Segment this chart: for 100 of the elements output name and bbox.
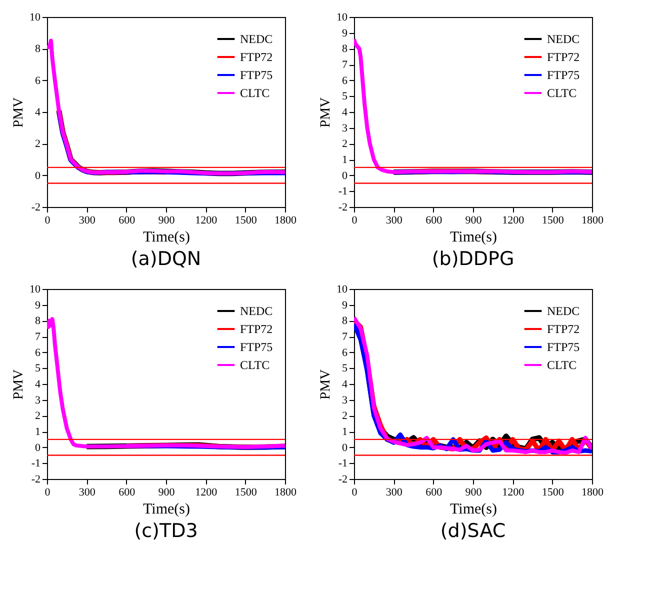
- y-tick-label: 7: [342, 331, 348, 343]
- y-tick-label: 6: [342, 346, 348, 359]
- y-tick-label: 2: [342, 138, 348, 150]
- x-tick-label: 0: [352, 486, 358, 498]
- x-tick-label: 1500: [542, 486, 564, 498]
- x-tick-label: 1800: [582, 486, 604, 498]
- y-tick-label: 9: [342, 299, 348, 312]
- y-tick-label: 10: [30, 284, 41, 296]
- text: (b)DDPG: [432, 248, 514, 270]
- x-tick-label: 600: [118, 214, 136, 226]
- y-tick-label: 3: [35, 394, 41, 406]
- x-tick-label: 600: [426, 486, 443, 498]
- y-tick-label: 1: [342, 426, 348, 438]
- x-tick-label: 1800: [582, 214, 604, 226]
- y-axis-title: PMV: [318, 369, 334, 400]
- y-axis-title: PMV: [318, 97, 334, 128]
- y-tick-label: 7: [35, 331, 41, 343]
- y-tick-label: 9: [342, 27, 348, 40]
- y-tick-label: 2: [342, 410, 348, 422]
- x-tick-label: 1200: [195, 486, 218, 498]
- legend-label: FTP72: [547, 50, 580, 64]
- y-tick-label: 4: [342, 378, 348, 390]
- x-axis-title: Time(s): [143, 230, 190, 246]
- y-tick-label: 2: [35, 138, 40, 150]
- y-tick-label: -2: [338, 474, 348, 486]
- y-tick-label: 1: [35, 426, 40, 438]
- x-axis-title: Time(s): [143, 502, 190, 518]
- text: (d)SAC: [440, 520, 506, 542]
- y-tick-label: 6: [35, 346, 41, 359]
- y-tick-label: 8: [35, 315, 41, 328]
- text: (a)DQN: [130, 248, 202, 270]
- legend-label: FTP75: [547, 340, 580, 354]
- x-tick-label: 0: [44, 214, 51, 226]
- x-tick-label: 1800: [274, 486, 297, 498]
- y-tick-label: 4: [35, 106, 41, 118]
- x-tick-label: 900: [465, 486, 482, 498]
- legend-label: CLTC: [240, 86, 270, 100]
- y-axis-title: PMV: [12, 97, 26, 128]
- y-tick-label: -1: [338, 186, 348, 198]
- x-tick-label: 300: [386, 486, 403, 498]
- legend-label: CLTC: [240, 358, 270, 372]
- x-tick-label: 0: [44, 486, 51, 498]
- x-tick-label: 1500: [234, 214, 258, 226]
- y-tick-label: 5: [35, 362, 41, 375]
- y-tick-label: -1: [31, 458, 40, 470]
- y-tick-label: 3: [342, 122, 348, 134]
- y-tick-label: -2: [31, 474, 40, 486]
- y-tick-label: 3: [342, 394, 348, 406]
- legend-label: NEDC: [240, 32, 273, 46]
- y-tick-label: 1: [342, 154, 348, 166]
- x-tick-label: 1800: [274, 214, 297, 226]
- x-tick-label: 900: [158, 214, 176, 226]
- y-tick-label: 4: [342, 106, 348, 118]
- x-tick-label: 600: [118, 486, 136, 498]
- y-tick-label: 0: [342, 170, 348, 182]
- x-tick-label: 1200: [195, 214, 218, 226]
- legend-label: FTP75: [240, 68, 273, 82]
- y-tick-label: 9: [35, 299, 41, 312]
- y-tick-label: 10: [336, 12, 348, 24]
- y-tick-label: 8: [342, 315, 348, 328]
- y-tick-label: 0: [342, 442, 348, 454]
- legend-label: CLTC: [547, 358, 577, 372]
- legend-label: FTP72: [240, 322, 273, 336]
- y-tick-label: -1: [338, 458, 348, 470]
- y-tick-label: 10: [30, 12, 41, 24]
- y-tick-label: 5: [342, 90, 348, 103]
- y-tick-label: 7: [342, 59, 348, 71]
- x-tick-label: 900: [158, 486, 176, 498]
- y-tick-label: 5: [342, 362, 348, 375]
- x-tick-label: 300: [386, 214, 403, 226]
- legend-label: FTP75: [240, 340, 273, 354]
- y-tick-label: 6: [35, 74, 41, 87]
- y-tick-label: -2: [338, 202, 348, 214]
- y-tick-label: 0: [35, 442, 41, 454]
- x-tick-label: 1500: [234, 486, 258, 498]
- y-tick-label: 10: [336, 284, 348, 296]
- legend-label: FTP72: [240, 50, 273, 64]
- x-tick-label: 1200: [502, 214, 525, 226]
- legend-label: CLTC: [547, 86, 577, 100]
- y-tick-label: 8: [35, 43, 41, 56]
- legend-label: FTP72: [547, 322, 580, 336]
- legend-label: FTP75: [547, 68, 580, 82]
- legend-label: NEDC: [240, 304, 273, 318]
- x-axis-title: Time(s): [450, 502, 497, 518]
- x-tick-label: 1200: [502, 486, 525, 498]
- x-axis-title: Time(s): [450, 230, 497, 246]
- y-axis-title: PMV: [12, 369, 26, 400]
- x-tick-label: 900: [465, 214, 482, 226]
- y-tick-label: 4: [35, 378, 41, 390]
- x-tick-label: 0: [352, 214, 358, 226]
- x-tick-label: 300: [78, 214, 96, 226]
- y-tick-label: -2: [31, 202, 40, 214]
- legend-label: NEDC: [547, 32, 580, 46]
- x-tick-label: 1500: [542, 214, 564, 226]
- y-tick-label: 2: [35, 410, 40, 422]
- legend-label: NEDC: [547, 304, 580, 318]
- text: (c)TD3: [134, 520, 198, 542]
- y-tick-label: 8: [342, 43, 348, 56]
- x-tick-label: 300: [78, 486, 96, 498]
- y-tick-label: 0: [35, 170, 41, 182]
